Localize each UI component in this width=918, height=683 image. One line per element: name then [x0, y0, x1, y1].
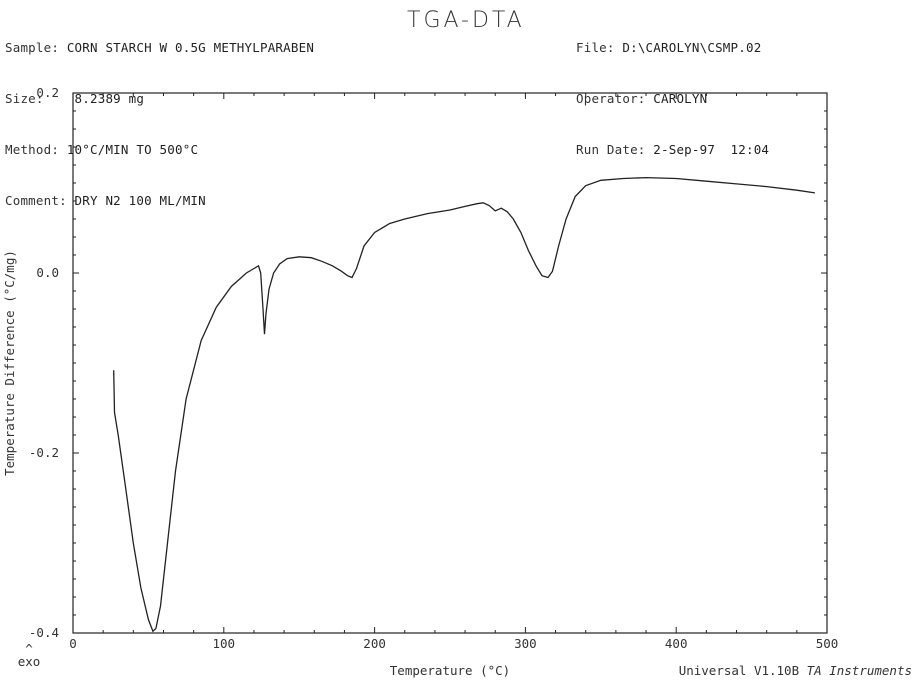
rundate-value: 2-Sep-97 12:04: [653, 142, 770, 157]
axis-tick-labels: 0 100 200 300 400 500 -0.4 -0.2 0.0 0.2: [29, 85, 838, 651]
comment-label: Comment:: [5, 193, 67, 208]
method-label: Method:: [5, 142, 60, 157]
software-version: Universal V1.10B: [679, 663, 799, 678]
vendor-name: TA Instruments: [807, 663, 912, 678]
operator-row: Operator: CAROLYN: [576, 90, 769, 107]
series-line: [113, 176, 815, 633]
method-row: Method: 10°C/MIN TO 500°C: [5, 141, 314, 158]
operator-label: Operator:: [576, 91, 646, 106]
x-tick-label: 200: [363, 636, 386, 651]
file-value: D:\CAROLYN\CSMP.02: [622, 40, 762, 55]
exo-label: exo: [18, 654, 41, 669]
sample-label: Sample:: [5, 40, 60, 55]
y-tick-label: 0.0: [36, 265, 59, 280]
exo-caret: ^: [25, 641, 33, 656]
comment-value: DRY N2 100 ML/MIN: [74, 193, 206, 208]
file-row: File: D:\CAROLYN\CSMP.02: [576, 39, 769, 56]
sample-info: Sample: CORN STARCH W 0.5G METHYLPARABEN…: [5, 5, 314, 226]
size-row: Size: 8.2389 mg: [5, 90, 314, 107]
size-value: 8.2389 mg: [74, 91, 145, 106]
operator-value: CAROLYN: [653, 91, 708, 106]
run-info: File: D:\CAROLYN\CSMP.02 Operator: CAROL…: [576, 5, 769, 175]
method-value: 10°C/MIN TO 500°C: [66, 142, 199, 157]
plot-frame: [72, 92, 828, 634]
y-tick-label: -0.2: [29, 445, 59, 460]
x-tick-label: 500: [816, 636, 839, 651]
x-tick-label: 100: [213, 636, 236, 651]
x-tick-label: 300: [514, 636, 537, 651]
x-axis-label: Temperature (°C): [390, 663, 510, 678]
y-axis-label: Temperature Difference (°C/mg): [2, 250, 17, 476]
x-tick-label: 400: [665, 636, 688, 651]
x-tick-label: 0: [69, 636, 77, 651]
rundate-label: Run Date:: [576, 142, 646, 157]
comment-row: Comment: DRY N2 100 ML/MIN: [5, 192, 314, 209]
axis-ticks: [72, 92, 828, 634]
sample-row: Sample: CORN STARCH W 0.5G METHYLPARABEN: [5, 39, 314, 56]
sample-value: CORN STARCH W 0.5G METHYLPARABEN: [66, 40, 315, 55]
y-tick-label: 0.2: [36, 85, 59, 100]
size-label: Size:: [5, 91, 44, 106]
chart-title: TGA-DTA: [407, 8, 525, 33]
file-label: File:: [576, 40, 615, 55]
software-credit: Universal V1.10B TA Instruments: [679, 663, 912, 678]
rundate-row: Run Date: 2-Sep-97 12:04: [576, 141, 769, 158]
y-tick-label: -0.4: [29, 625, 59, 640]
